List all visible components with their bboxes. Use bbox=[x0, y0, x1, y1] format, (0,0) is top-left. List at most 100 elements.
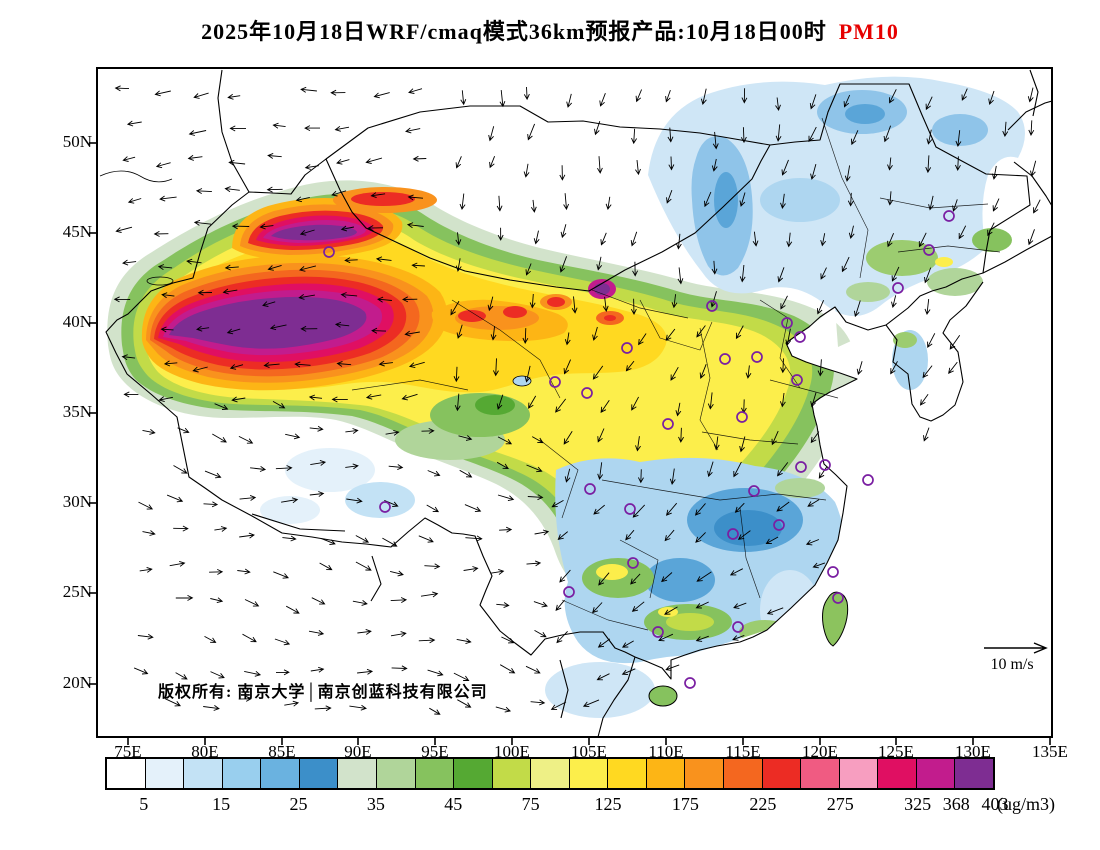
wind-arrow bbox=[197, 289, 213, 296]
primorye-coast-path bbox=[982, 235, 1052, 274]
wind-arrow bbox=[991, 165, 998, 180]
wind-arrow bbox=[571, 296, 578, 314]
wind-arrow bbox=[142, 429, 156, 435]
colorbar-tick-label: 325 bbox=[904, 794, 932, 814]
wind-arrow bbox=[525, 263, 532, 276]
kazakh-border-line bbox=[217, 69, 250, 193]
wind-arrow bbox=[771, 430, 779, 446]
lon-tick-label: 135E bbox=[1032, 742, 1068, 761]
wind-arrow bbox=[696, 325, 706, 338]
wind-arrow bbox=[632, 261, 639, 277]
wind-arrow bbox=[556, 630, 568, 644]
wind-arrow bbox=[621, 640, 634, 648]
wind-arrow bbox=[527, 494, 544, 501]
wind-arrow bbox=[808, 126, 817, 143]
wind-arrow bbox=[489, 156, 496, 169]
wind-arrow bbox=[637, 469, 644, 484]
wind-arrow bbox=[224, 264, 239, 271]
colorbar-cell bbox=[724, 759, 763, 788]
lon-tick-label: 110E bbox=[648, 742, 684, 761]
wind-arrow bbox=[309, 425, 324, 432]
wind-arrow bbox=[496, 195, 503, 212]
wind-arrow bbox=[210, 597, 224, 604]
wind-arrow bbox=[531, 436, 544, 444]
wind-arrow bbox=[745, 365, 752, 379]
wind-arrow bbox=[214, 526, 228, 532]
station-marker bbox=[862, 474, 874, 486]
wind-arrow bbox=[605, 196, 612, 210]
wind-arrow bbox=[133, 667, 149, 675]
wind-arrow bbox=[385, 429, 400, 436]
wind-arrow bbox=[250, 466, 267, 472]
wind-arrow bbox=[319, 562, 333, 571]
station-marker bbox=[773, 519, 785, 531]
wind-arrow bbox=[740, 127, 747, 144]
wind-arrow bbox=[786, 232, 793, 248]
wind-arrow bbox=[275, 669, 290, 676]
colorbar-cell bbox=[338, 759, 377, 788]
wind-arrow bbox=[785, 328, 792, 346]
colorbar-cell bbox=[801, 759, 840, 788]
wind-arrow bbox=[262, 301, 276, 307]
wind-arrow bbox=[635, 89, 643, 103]
wind-arrow bbox=[765, 536, 779, 544]
wind-arrow bbox=[523, 163, 530, 178]
wind-arrow bbox=[597, 462, 604, 480]
wind-arrow bbox=[952, 199, 958, 212]
wind-arrow bbox=[631, 128, 637, 145]
wind-arrow bbox=[420, 591, 439, 598]
wind-arrow bbox=[665, 664, 680, 671]
station-marker bbox=[827, 566, 839, 578]
wind-arrow bbox=[988, 90, 995, 106]
wind-arrow bbox=[209, 568, 224, 575]
colorbar-tick-label: 15 bbox=[212, 794, 231, 814]
wind-arrow bbox=[600, 399, 610, 413]
wind-arrow bbox=[856, 361, 863, 376]
station-marker bbox=[748, 485, 760, 497]
wind-arrow bbox=[429, 707, 441, 715]
wind-arrow bbox=[402, 296, 418, 303]
wind-arrow bbox=[336, 158, 350, 165]
lat-tick-label: 45N bbox=[62, 222, 92, 241]
station-marker bbox=[943, 210, 955, 222]
wind-arrow bbox=[142, 530, 156, 536]
colorbar-cell bbox=[299, 759, 339, 788]
station-marker bbox=[581, 387, 593, 399]
wind-arrow bbox=[193, 219, 212, 226]
wind-arrow bbox=[455, 232, 462, 246]
wind-arrow bbox=[460, 90, 467, 106]
wind-arrow bbox=[961, 88, 968, 101]
wind-arrow bbox=[534, 529, 550, 536]
wind-arrow bbox=[810, 163, 817, 180]
wind-arrow bbox=[121, 354, 136, 361]
wind-arrow bbox=[844, 165, 851, 182]
wind-arrow bbox=[382, 537, 398, 547]
qinghai-lake bbox=[512, 375, 532, 387]
wind-arrow bbox=[734, 502, 745, 513]
wind-arrow bbox=[559, 256, 568, 273]
wind-arrow bbox=[582, 699, 600, 708]
wind-arrow bbox=[228, 159, 246, 166]
wind-arrow bbox=[499, 664, 516, 674]
wind-arrow bbox=[522, 328, 529, 344]
colorbar-tick-label: 225 bbox=[749, 794, 777, 814]
wind-arrow bbox=[304, 164, 319, 170]
wind-arrow bbox=[598, 572, 610, 586]
wind-arrow bbox=[887, 157, 893, 171]
wind-arrow bbox=[523, 86, 530, 101]
wind-arrow bbox=[780, 193, 786, 209]
wind-arrow bbox=[408, 361, 425, 369]
wind-arrow bbox=[238, 435, 254, 444]
wind-arrow bbox=[665, 328, 676, 341]
wind-arrow bbox=[239, 494, 257, 501]
wind-arrow bbox=[555, 398, 567, 413]
wind-arrow bbox=[843, 94, 851, 108]
wind-arrow bbox=[812, 562, 826, 569]
wind-arrow bbox=[453, 672, 470, 681]
wind-arrow bbox=[694, 503, 706, 516]
wind-arrow bbox=[664, 529, 675, 542]
japan-island-2 bbox=[1013, 161, 1052, 207]
station-marker bbox=[751, 351, 763, 363]
wind-arrow bbox=[550, 701, 567, 710]
wind-arrow bbox=[375, 256, 392, 263]
